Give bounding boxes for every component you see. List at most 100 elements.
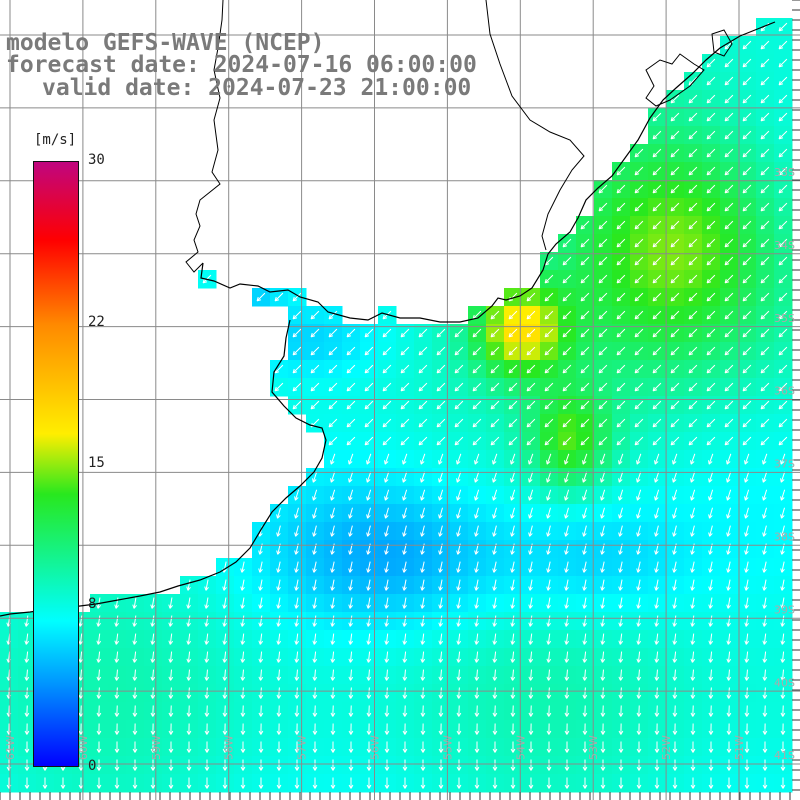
wind-arrow [24, 669, 30, 681]
wind-arrow [634, 364, 644, 374]
wind-arrow [564, 507, 569, 519]
wind-arrow [580, 436, 590, 446]
wind-arrow [546, 669, 552, 681]
wind-arrow [708, 687, 714, 699]
wind-arrow [330, 669, 336, 681]
wind-arrow [366, 687, 372, 699]
wind-arrow [600, 471, 606, 483]
wind-arrow [438, 741, 444, 753]
wind-arrow [492, 615, 497, 627]
wind-arrow [258, 561, 263, 573]
wind-arrow [778, 202, 788, 212]
wind-arrow [384, 525, 389, 537]
wind-arrow [724, 418, 734, 428]
wind-arrow [708, 615, 713, 627]
wind-arrow [742, 256, 752, 266]
wind-arrow [760, 40, 770, 50]
wind-arrow [742, 58, 752, 68]
wind-arrow [474, 651, 480, 663]
wind-arrow [742, 274, 752, 284]
wind-arrow [744, 633, 750, 645]
wind-arrow [348, 723, 354, 735]
wind-arrow [382, 436, 392, 446]
wind-arrow [186, 705, 192, 717]
wind-arrow [670, 112, 680, 122]
wind-arrow [150, 651, 156, 663]
wind-arrow [760, 184, 770, 194]
wind-arrow [222, 669, 228, 681]
wind-arrow [598, 436, 608, 446]
wind-arrow [652, 256, 662, 266]
wind-arrow [274, 292, 284, 302]
wind-arrow [706, 328, 716, 338]
wind-arrow [618, 561, 623, 573]
wind-arrow [402, 633, 408, 645]
wind-arrow [582, 705, 588, 717]
wind-arrow [706, 364, 716, 374]
longitude-label: 56W [369, 735, 382, 760]
wind-arrow [562, 436, 572, 446]
wind-arrow [562, 256, 572, 266]
wind-arrow [708, 471, 714, 483]
wind-arrow [706, 436, 716, 446]
wind-arrow [706, 418, 716, 428]
wind-arrow [490, 418, 500, 428]
wind-arrow [652, 202, 662, 212]
wind-arrow [292, 382, 302, 392]
wind-arrow [600, 687, 606, 699]
wind-arrow [492, 471, 498, 483]
wind-arrow [456, 579, 461, 591]
wind-arrow [492, 759, 498, 771]
wind-arrow [346, 436, 356, 446]
wind-arrow [348, 597, 353, 609]
wind-arrow [616, 328, 626, 338]
wind-arrow [778, 94, 788, 104]
wind-arrow [564, 525, 569, 537]
wind-arrow [528, 777, 534, 789]
wind-arrow [472, 328, 482, 338]
wind-arrow [760, 112, 770, 122]
wind-arrow [366, 669, 372, 681]
colorbar [33, 161, 79, 767]
wind-arrow [348, 705, 354, 717]
wind-arrow [330, 615, 335, 627]
wind-arrow [708, 669, 714, 681]
wind-arrow [418, 418, 428, 428]
wind-arrow [652, 418, 662, 428]
colorbar-tick-label: 8 [88, 596, 97, 613]
wind-arrow [670, 436, 680, 446]
wind-arrow [204, 777, 210, 789]
wind-arrow [490, 382, 500, 392]
wind-arrow [456, 741, 462, 753]
wind-arrow [438, 615, 443, 627]
wind-arrow [744, 723, 750, 735]
wind-arrow [744, 561, 749, 573]
longitude-label: 52W [660, 735, 673, 760]
wind-arrow [256, 292, 266, 302]
wind-arrow [780, 471, 786, 483]
wind-arrow [580, 274, 590, 284]
wind-arrow [760, 364, 770, 374]
wind-arrow [420, 489, 426, 501]
wind-arrow [454, 382, 464, 392]
wind-arrow [438, 669, 444, 681]
longitude-label: 51W [733, 735, 746, 760]
lagoon-small [711, 29, 733, 57]
wind-arrow [490, 436, 500, 446]
wind-arrow [526, 436, 536, 446]
wind-arrow [726, 525, 731, 537]
wind-arrow [276, 561, 281, 573]
wind-arrow [672, 651, 678, 663]
wind-arrow [510, 705, 516, 717]
wind-arrow [312, 633, 318, 645]
wind-arrow [312, 525, 317, 537]
wind-arrow [508, 436, 518, 446]
wind-arrow [724, 382, 734, 392]
title-line-model: modelo GEFS-WAVE (NCEP) [6, 30, 325, 56]
wind-arrow [456, 561, 461, 573]
wind-arrow [346, 382, 356, 392]
wind-arrow [762, 561, 767, 573]
wind-arrow [688, 220, 698, 230]
wind-arrow [132, 597, 137, 609]
